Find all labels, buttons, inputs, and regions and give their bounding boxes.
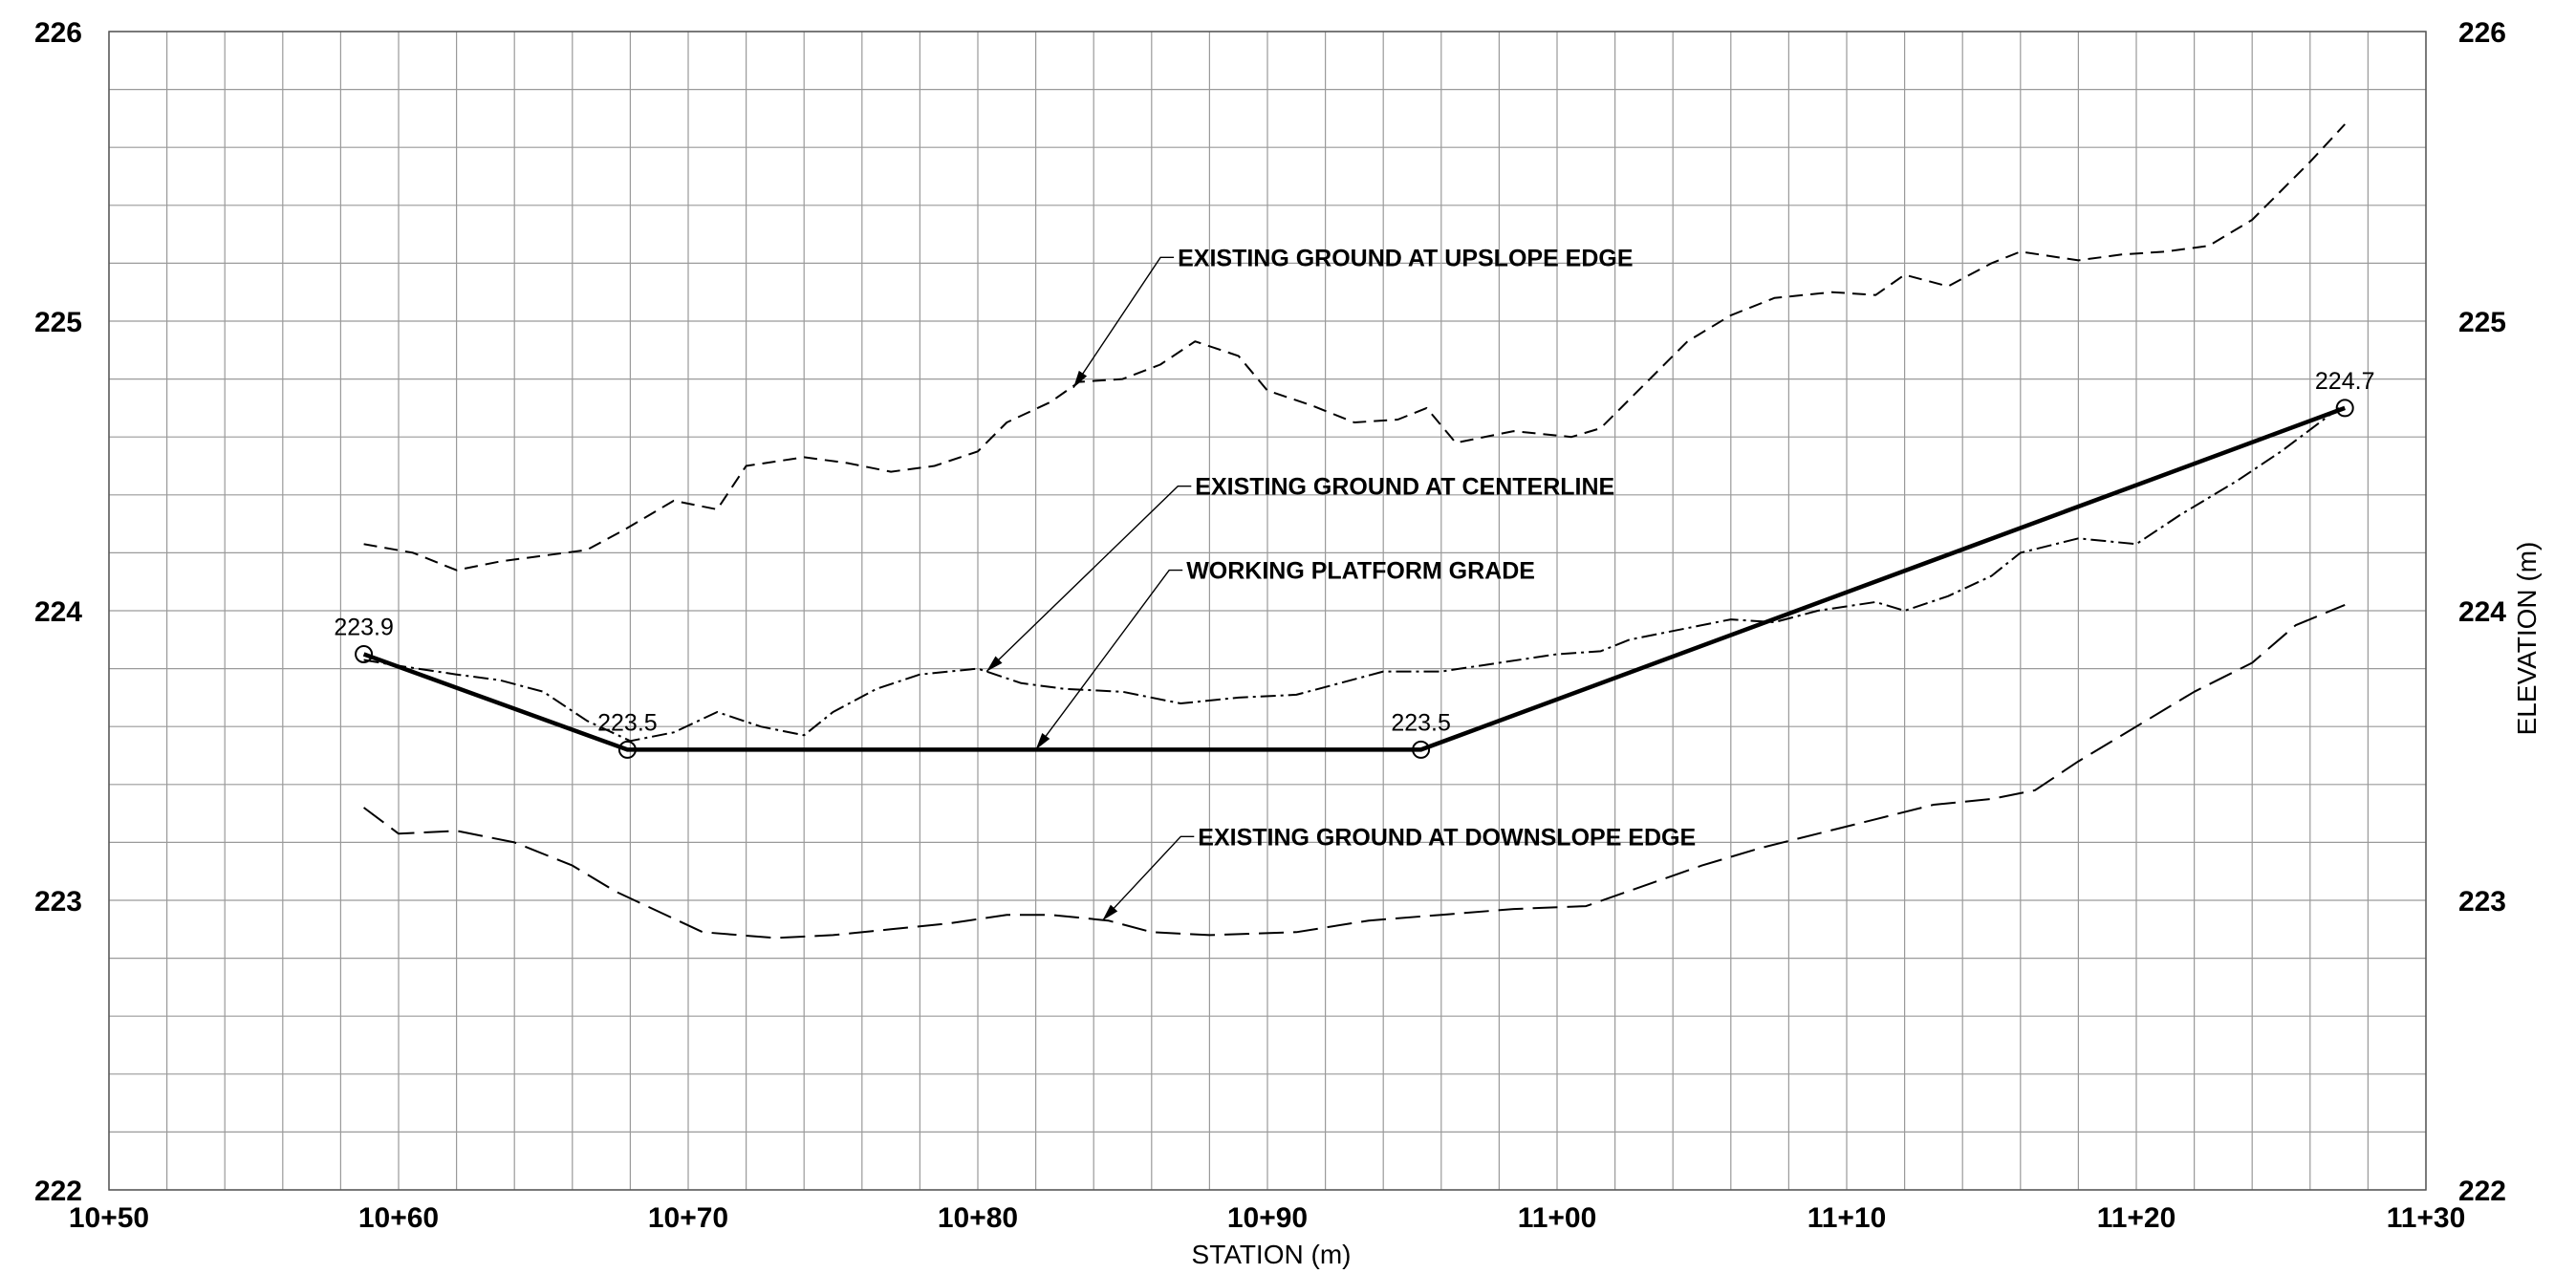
callout-leader-line [1072, 256, 1175, 389]
y-tick-label-right: 226 [2458, 17, 2506, 49]
callout-label: EXISTING GROUND AT UPSLOPE EDGE [1178, 245, 1633, 271]
callout-arrowhead [1102, 904, 1118, 921]
callout-arrowhead [1073, 370, 1088, 388]
grade-point-marker [617, 740, 637, 759]
callout-arrowhead [1035, 733, 1050, 750]
y-tick-label-right: 222 [2458, 1176, 2506, 1207]
grid [108, 31, 2427, 1191]
callout-label: WORKING PLATFORM GRADE [1186, 558, 1535, 585]
series-existing-ground-at-downslope-edge [363, 603, 2346, 939]
x-tick-label: 11+10 [1808, 1202, 1887, 1234]
y-axis-label: ELEVATION (m) [2512, 542, 2542, 736]
series-working-platform-grade [362, 405, 2346, 752]
y-tick-label-left: 226 [34, 17, 82, 49]
x-tick-label: 11+00 [1518, 1202, 1597, 1234]
y-tick-label-left: 222 [34, 1176, 82, 1207]
callout-arrowhead [986, 656, 1003, 672]
y-tick-label-right: 224 [2458, 596, 2506, 628]
x-tick-label: 11+30 [2387, 1202, 2466, 1234]
y-tick-label-left: 225 [34, 307, 82, 338]
grade-point-label: 223.5 [597, 709, 658, 736]
series-existing-ground-at-upslope-edge [363, 123, 2346, 572]
y-tick-label-left: 224 [34, 596, 82, 628]
grade-point-label: 224.7 [2315, 368, 2375, 395]
grade-point-marker [1412, 740, 1431, 759]
y-tick-label-left: 223 [34, 886, 82, 918]
x-tick-label: 10+80 [938, 1202, 1018, 1234]
callout-label: EXISTING GROUND AT DOWNSLOPE EDGE [1198, 824, 1696, 851]
x-tick-label: 10+70 [648, 1202, 728, 1234]
callout-leader-line [1035, 569, 1183, 750]
grade-point-label: 223.5 [1391, 709, 1451, 736]
plot-border [108, 31, 2427, 1191]
callout-leader-line [985, 486, 1192, 673]
x-axis-label: STATION (m) [1192, 1240, 1352, 1269]
y-tick-label-right: 223 [2458, 886, 2506, 918]
x-tick-label: 10+60 [358, 1202, 439, 1234]
x-tick-label: 11+20 [2097, 1202, 2176, 1234]
plot-frame [108, 31, 2427, 1191]
point-markers: 223.9 223.5 223.5 224.7 [334, 368, 2375, 759]
y-tick-label-right: 225 [2458, 307, 2506, 338]
series-existing-ground-at-centerline [363, 407, 2340, 743]
callouts: EXISTING GROUND AT UPSLOPE EDGE EXISTING … [985, 245, 1696, 921]
callout-leader-line [1101, 835, 1195, 921]
series-layer [362, 123, 2346, 939]
x-tick-label: 10+50 [69, 1202, 149, 1234]
tick-labels: 10+50 10+60 10+70 10+80 10+90 11+00 11+10 11+20… [34, 17, 2506, 1234]
grade-point-marker [2335, 399, 2354, 418]
grade-point-label: 223.9 [334, 615, 394, 641]
callout-label: EXISTING GROUND AT CENTERLINE [1195, 474, 1614, 501]
x-tick-label: 10+90 [1227, 1202, 1308, 1234]
grade-point-marker [355, 645, 374, 663]
